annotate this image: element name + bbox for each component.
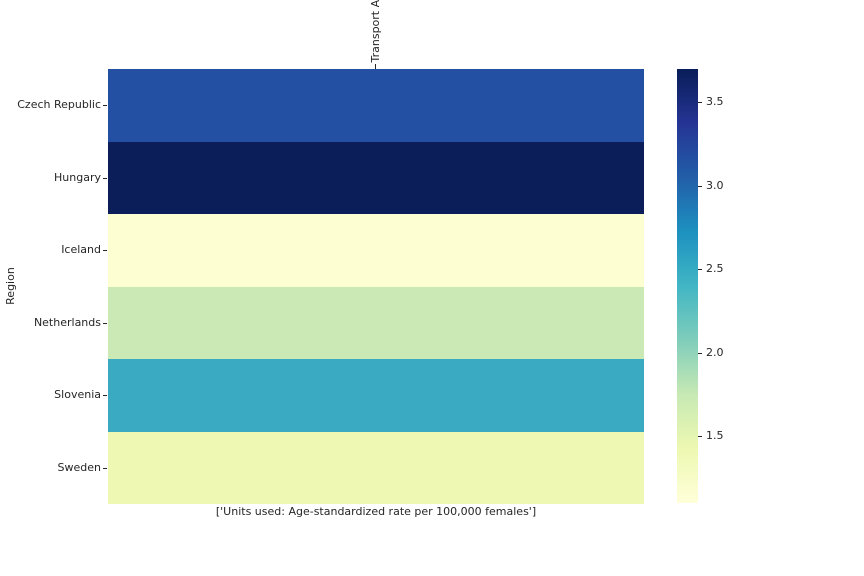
colorbar-tick-mark xyxy=(698,102,702,103)
heatmap-cell-hungary xyxy=(108,141,644,214)
y-tick-label-netherlands: Netherlands xyxy=(33,316,101,329)
colorbar-tick-label: 2.0 xyxy=(706,346,724,359)
y-tick-mark xyxy=(103,178,107,179)
y-tick-label-iceland: Iceland xyxy=(61,243,101,256)
colorbar-tick-mark xyxy=(698,269,702,270)
y-tick-label-czech-republic: Czech Republic xyxy=(17,98,101,111)
heatmap-cell-netherlands xyxy=(108,286,644,359)
x-axis-title: ['Units used: Age-standardized rate per … xyxy=(215,505,537,518)
colorbar xyxy=(677,69,698,503)
heatmap-cell-sweden xyxy=(108,431,644,504)
colorbar-tick-mark xyxy=(698,186,702,187)
heatmap-grid xyxy=(108,69,644,504)
heatmap-cell-czech-republic xyxy=(108,69,644,142)
y-tick-mark xyxy=(103,250,107,251)
x-tick-mark-top xyxy=(375,64,376,69)
colorbar-tick-mark xyxy=(698,436,702,437)
colorbar-tick-mark xyxy=(698,353,702,354)
y-tick-mark xyxy=(103,105,107,106)
heatmap-cell-slovenia xyxy=(108,359,644,432)
y-tick-mark xyxy=(103,395,107,396)
heatmap-cell-iceland xyxy=(108,214,644,287)
colorbar-tick-label: 1.5 xyxy=(706,429,724,442)
colorbar-tick-label: 3.5 xyxy=(706,95,724,108)
y-tick-label-slovenia: Slovenia xyxy=(54,388,101,401)
colorbar-tick-label: 2.5 xyxy=(706,262,724,275)
y-tick-mark xyxy=(103,468,107,469)
colorbar-tick-label: 3.0 xyxy=(706,179,724,192)
y-tick-mark xyxy=(103,323,107,324)
y-tick-label-sweden: Sweden xyxy=(57,461,101,474)
y-tick-label-hungary: Hungary xyxy=(54,171,101,184)
